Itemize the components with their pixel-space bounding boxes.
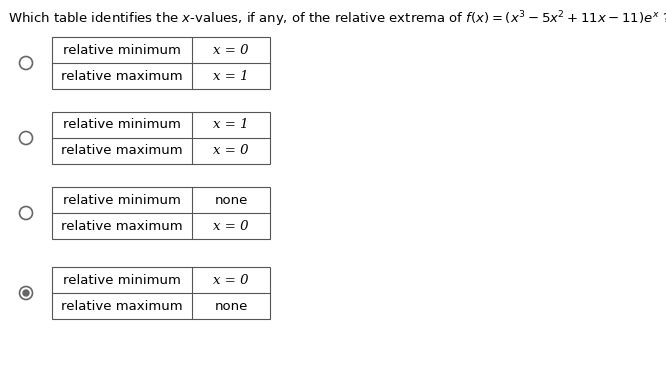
Circle shape xyxy=(19,207,33,220)
Text: x = 0: x = 0 xyxy=(213,274,248,286)
Text: relative maximum: relative maximum xyxy=(61,220,182,233)
Circle shape xyxy=(23,290,29,296)
Text: relative minimum: relative minimum xyxy=(63,118,181,131)
Bar xyxy=(52,112,270,164)
Bar xyxy=(52,267,270,319)
Text: relative minimum: relative minimum xyxy=(63,194,181,207)
Circle shape xyxy=(19,131,33,144)
Circle shape xyxy=(19,57,33,70)
Text: none: none xyxy=(214,299,248,312)
Text: none: none xyxy=(214,194,248,207)
Text: relative maximum: relative maximum xyxy=(61,144,182,157)
Text: x = 1: x = 1 xyxy=(213,118,248,131)
Text: relative maximum: relative maximum xyxy=(61,70,182,83)
Text: x = 0: x = 0 xyxy=(213,44,248,57)
Text: x = 0: x = 0 xyxy=(213,220,248,233)
Text: relative maximum: relative maximum xyxy=(61,299,182,312)
Text: x = 0: x = 0 xyxy=(213,144,248,157)
Text: x = 1: x = 1 xyxy=(213,70,248,83)
Text: relative minimum: relative minimum xyxy=(63,44,181,57)
Bar xyxy=(52,37,270,89)
Text: Which table identifies the $x$-values, if any, of the relative extrema of $f(x) : Which table identifies the $x$-values, i… xyxy=(8,9,666,29)
Bar xyxy=(52,187,270,239)
Text: relative minimum: relative minimum xyxy=(63,274,181,286)
Circle shape xyxy=(19,286,33,299)
